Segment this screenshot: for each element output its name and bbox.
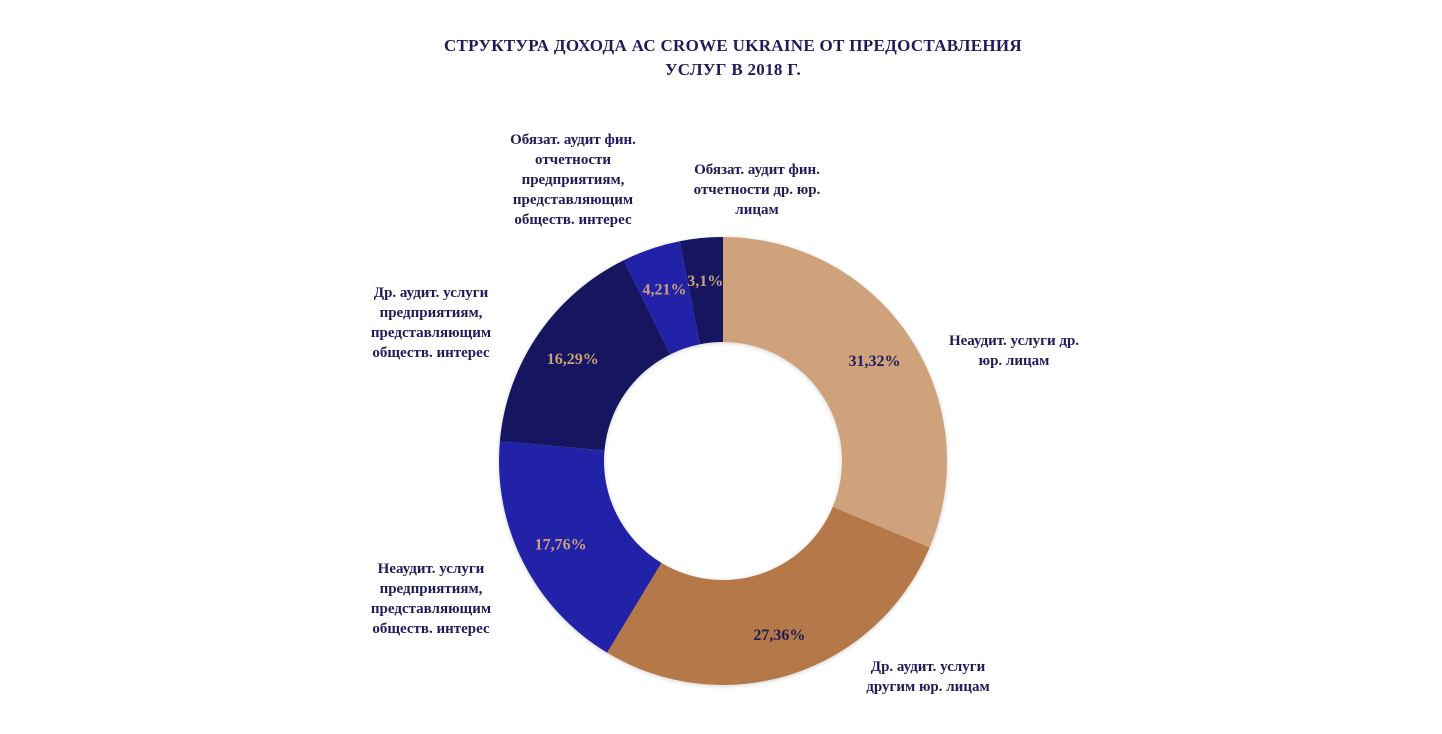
slice-category-label-5-line-5: обществ. интерес bbox=[514, 212, 632, 228]
slice-category-label-3-line-4: обществ. интерес bbox=[372, 621, 490, 637]
slice-category-label-3: Неаудит. услуги предприятиям, представляющ… bbox=[346, 559, 516, 639]
slice-category-label-2-line-2: другим юр. лицам bbox=[866, 679, 990, 695]
slice-category-label-2: Др. аудит. услуги другим юр. лицам bbox=[838, 657, 1018, 697]
donut-slice-2 bbox=[607, 506, 930, 686]
donut-slice-4 bbox=[499, 260, 671, 451]
slice-category-label-4-line-3: представляющим bbox=[370, 325, 492, 341]
slice-category-label-3-line-1: Неаудит. услуги bbox=[377, 561, 485, 577]
slice-category-label-6-line-1: Обязат. аудит фин. bbox=[694, 162, 820, 178]
slice-category-label-2-line-1: Др. аудит. услуги bbox=[870, 659, 986, 675]
chart-title-line-2: УСЛУГ В 2018 Г. bbox=[664, 60, 802, 79]
slice-category-label-5-line-1: Обязат. аудит фин. bbox=[510, 132, 636, 148]
slice-category-label-1: Неаудит. услуги др. юр. лицам bbox=[924, 331, 1104, 371]
donut-slice-5 bbox=[623, 241, 700, 355]
slice-value-label-3: 17,76% bbox=[535, 536, 587, 553]
slice-category-label-4-line-1: Др. аудит. услуги bbox=[373, 285, 489, 301]
slice-category-label-4-line-2: предприятиям, bbox=[379, 305, 483, 321]
slice-category-label-4: Др. аудит. услуги предприятиям, представля… bbox=[346, 283, 516, 363]
donut-slice-1 bbox=[723, 237, 948, 548]
slice-category-label-6-line-2: отчетности др. юр. bbox=[693, 182, 821, 198]
slice-value-label-1: 31,32% bbox=[849, 353, 901, 370]
slice-value-label-6: 3,1% bbox=[687, 273, 723, 290]
slice-category-label-5-line-4: представляющим bbox=[512, 192, 634, 208]
donut-slice-3 bbox=[498, 441, 662, 653]
slice-category-label-5-line-3: предприятиям, bbox=[521, 172, 625, 188]
chart-title: СТРУКТУРА ДОХОДА АС CROWE UKRAINE ОТ ПРЕ… bbox=[321, 34, 1145, 82]
chart-title-line-1: СТРУКТУРА ДОХОДА АС CROWE UKRAINE ОТ ПРЕ… bbox=[443, 36, 1023, 55]
slice-value-label-4: 16,29% bbox=[547, 351, 599, 368]
slice-category-label-5: Обязат. аудит фин. отчетности предприятиям… bbox=[488, 130, 658, 230]
slice-category-label-1-line-2: юр. лицам bbox=[978, 353, 1050, 369]
slice-category-label-4-line-4: обществ. интерес bbox=[372, 345, 490, 361]
slice-value-label-5: 4,21% bbox=[643, 282, 687, 299]
slice-value-label-2: 27,36% bbox=[753, 627, 805, 644]
slice-category-label-3-line-2: предприятиям, bbox=[379, 581, 483, 597]
slice-category-label-5-line-2: отчетности bbox=[535, 152, 611, 168]
slice-category-label-6-line-3: лицам bbox=[735, 202, 779, 218]
slice-category-label-6: Обязат. аудит фин. отчетности др. юр. лица… bbox=[672, 160, 842, 220]
donut-slice-6 bbox=[679, 237, 723, 345]
slice-category-label-3-line-3: представляющим bbox=[370, 601, 492, 617]
slice-category-label-1-line-1: Неаудит. услуги др. bbox=[948, 333, 1080, 349]
